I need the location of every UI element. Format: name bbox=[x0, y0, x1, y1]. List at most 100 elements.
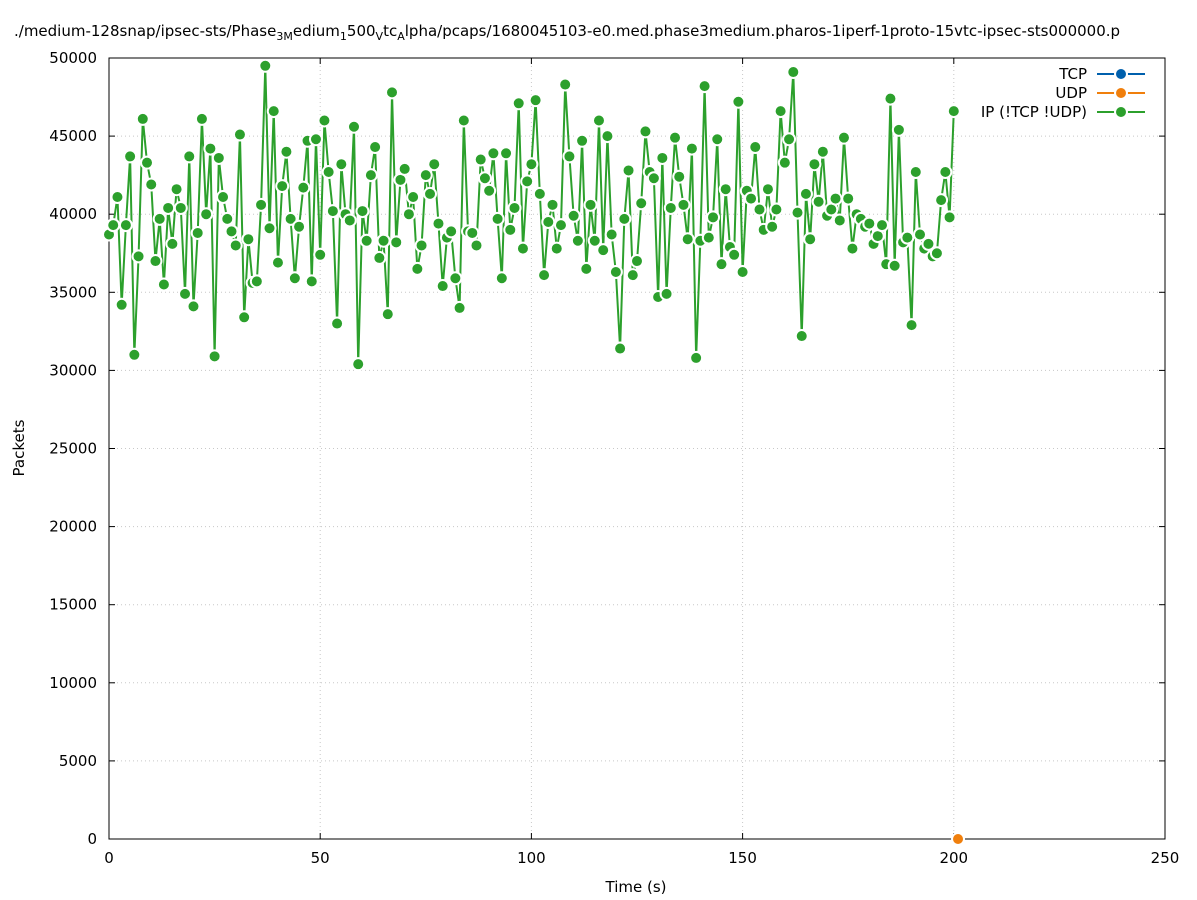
legend-item: UDP bbox=[1055, 84, 1145, 102]
data-point bbox=[752, 202, 767, 217]
data-point bbox=[148, 254, 163, 269]
data-point bbox=[520, 174, 535, 189]
data-point bbox=[473, 152, 488, 167]
data-point bbox=[123, 149, 138, 164]
data-point bbox=[828, 191, 843, 206]
y-tick-label: 0 bbox=[87, 830, 97, 848]
data-point bbox=[262, 221, 277, 236]
data-point bbox=[634, 196, 649, 211]
title-part: edium bbox=[293, 22, 340, 40]
data-point bbox=[275, 179, 290, 194]
data-point bbox=[342, 213, 357, 228]
data-point bbox=[862, 216, 877, 231]
data-point bbox=[127, 347, 142, 362]
data-point bbox=[448, 271, 463, 286]
data-point bbox=[765, 219, 780, 234]
data-point bbox=[934, 193, 949, 208]
data-point bbox=[591, 113, 606, 128]
data-point bbox=[908, 165, 923, 180]
y-axis-label: Packets bbox=[10, 419, 28, 476]
data-point bbox=[900, 230, 915, 245]
x-tick-label: 0 bbox=[104, 849, 114, 867]
data-point bbox=[786, 65, 801, 80]
data-point bbox=[194, 111, 209, 126]
legend-label: TCP bbox=[1058, 65, 1087, 83]
data-point bbox=[135, 111, 150, 126]
y-tick-label: 50000 bbox=[49, 49, 97, 67]
data-point bbox=[562, 149, 577, 164]
data-point bbox=[528, 93, 543, 108]
data-point bbox=[760, 182, 775, 197]
data-point bbox=[106, 218, 121, 233]
data-point bbox=[325, 204, 340, 219]
data-point bbox=[452, 300, 467, 315]
y-tick-label: 25000 bbox=[49, 440, 97, 458]
data-point bbox=[583, 197, 598, 212]
data-point bbox=[532, 186, 547, 201]
data-point bbox=[346, 119, 361, 134]
data-point bbox=[283, 211, 298, 226]
data-point bbox=[541, 215, 556, 230]
chart-title: ./medium-128snap/ipsec-sts/Phase3Medium1… bbox=[14, 22, 1120, 43]
title-subscript: 3M bbox=[276, 30, 293, 43]
data-point bbox=[617, 211, 632, 226]
data-point bbox=[794, 329, 809, 344]
data-point bbox=[363, 168, 378, 183]
data-point bbox=[608, 264, 623, 279]
data-point bbox=[689, 350, 704, 365]
data-point bbox=[706, 210, 721, 225]
x-tick-label: 100 bbox=[517, 849, 546, 867]
x-tick-label: 50 bbox=[311, 849, 330, 867]
title-part: 500 bbox=[347, 22, 376, 40]
data-point bbox=[803, 232, 818, 247]
data-point bbox=[410, 261, 425, 276]
data-point bbox=[482, 183, 497, 198]
data-point bbox=[355, 204, 370, 219]
data-point bbox=[938, 165, 953, 180]
data-point bbox=[575, 133, 590, 148]
title-part: ./medium-128snap/ipsec-sts/Phase bbox=[14, 22, 276, 40]
x-tick-label: 200 bbox=[939, 849, 968, 867]
title-subscript: V bbox=[376, 30, 384, 43]
data-point bbox=[579, 261, 594, 276]
data-point bbox=[254, 197, 269, 212]
data-point bbox=[558, 77, 573, 92]
data-point bbox=[414, 238, 429, 253]
legend-marker bbox=[1114, 105, 1128, 119]
data-point bbox=[224, 224, 239, 239]
data-point bbox=[727, 247, 742, 262]
title-subscript: 1 bbox=[340, 30, 347, 43]
data-point bbox=[211, 150, 226, 165]
data-point bbox=[570, 233, 585, 248]
data-point bbox=[951, 832, 966, 846]
data-point bbox=[334, 157, 349, 172]
y-tick-label: 15000 bbox=[49, 596, 97, 614]
y-tick-label: 10000 bbox=[49, 674, 97, 692]
data-point bbox=[630, 254, 644, 269]
data-point bbox=[891, 122, 906, 137]
data-point bbox=[782, 132, 797, 147]
data-point bbox=[621, 163, 636, 178]
data-point bbox=[304, 274, 319, 289]
data-point bbox=[486, 146, 501, 161]
data-point bbox=[308, 132, 323, 147]
data-point bbox=[613, 341, 628, 356]
data-point bbox=[798, 186, 813, 201]
data-point bbox=[921, 236, 936, 251]
legend-marker bbox=[1114, 67, 1128, 81]
data-point bbox=[845, 241, 860, 256]
data-point bbox=[913, 227, 928, 242]
data-point bbox=[418, 168, 433, 183]
data-point bbox=[368, 140, 383, 155]
data-point bbox=[836, 130, 851, 145]
data-point bbox=[114, 297, 129, 312]
data-point bbox=[435, 279, 450, 294]
data-point bbox=[701, 230, 716, 245]
y-tick-label: 35000 bbox=[49, 283, 97, 301]
data-point bbox=[553, 218, 568, 233]
data-point bbox=[165, 236, 180, 251]
data-point bbox=[549, 241, 564, 256]
data-point bbox=[494, 271, 509, 286]
data-point bbox=[946, 104, 961, 119]
data-point bbox=[131, 249, 146, 264]
